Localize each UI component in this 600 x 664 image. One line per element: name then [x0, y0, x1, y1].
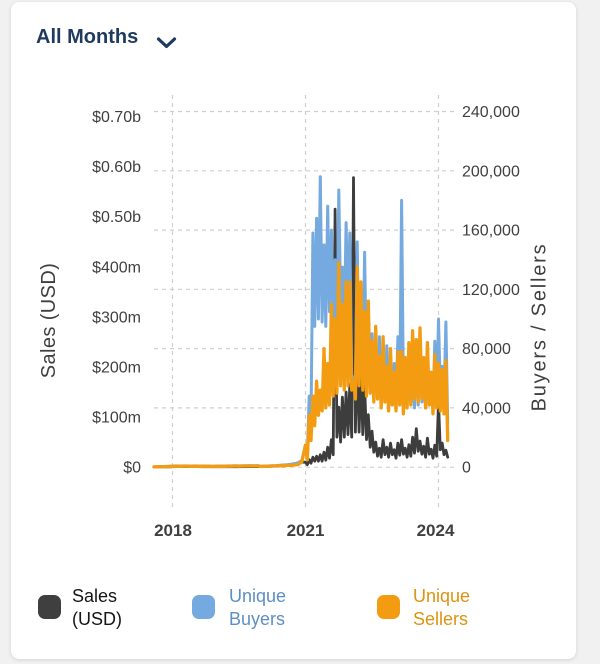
svg-text:$0.70b: $0.70b — [92, 109, 141, 126]
svg-text:$100m: $100m — [92, 410, 141, 427]
svg-text:2024: 2024 — [417, 521, 455, 540]
svg-text:$0.60b: $0.60b — [92, 159, 141, 176]
svg-text:200,000: 200,000 — [462, 163, 520, 180]
svg-text:$200m: $200m — [92, 360, 141, 377]
svg-text:160,000: 160,000 — [462, 223, 520, 240]
svg-text:$0: $0 — [123, 460, 141, 477]
svg-text:0: 0 — [462, 460, 471, 477]
svg-text:$400m: $400m — [92, 259, 141, 276]
svg-text:$300m: $300m — [92, 309, 141, 326]
svg-text:Buyers / Sellers: Buyers / Sellers — [529, 243, 551, 412]
svg-text:40,000: 40,000 — [462, 400, 511, 417]
svg-text:Sales (USD): Sales (USD) — [38, 263, 60, 379]
svg-text:$0.50b: $0.50b — [92, 209, 141, 226]
svg-text:2018: 2018 — [154, 521, 192, 540]
svg-text:80,000: 80,000 — [462, 341, 511, 358]
svg-text:2021: 2021 — [287, 521, 325, 540]
svg-text:120,000: 120,000 — [462, 282, 520, 299]
svg-text:240,000: 240,000 — [462, 104, 520, 121]
